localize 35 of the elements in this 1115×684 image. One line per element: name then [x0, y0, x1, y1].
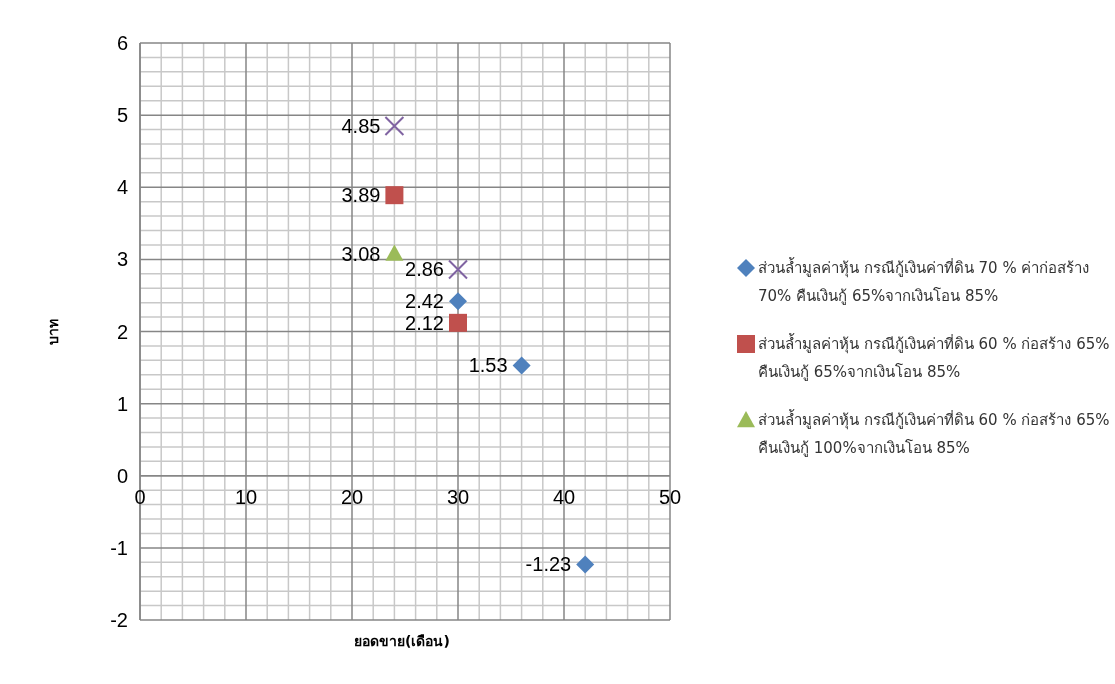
data-label: 2.42	[405, 290, 444, 313]
y-tick-label: -2	[110, 609, 128, 631]
data-label: 4.85	[341, 114, 381, 137]
x-tick-label: 30	[446, 485, 470, 508]
x-axis-title: ยอดขาย(เดือน)	[354, 633, 450, 649]
x-tick-label: 0	[134, 485, 146, 508]
legend-item: ส่วนล้ำมูลค่าหุ้น กรณีกู้เงินค่าที่ดิน 60 % ก่อสร้าง 65% คืนเงินกู้ 100%จากเงินโอน 85%	[737, 411, 1110, 457]
data-label: 3.08	[341, 242, 381, 265]
y-tick-label: 1	[116, 392, 128, 415]
y-tick-label: 6	[116, 32, 128, 54]
point	[576, 555, 595, 574]
point	[449, 292, 467, 311]
legend-item: ส่วนล้ำมูลค่าหุ้น กรณีกู้เงินค่าที่ดิน 60 % ก่อสร้าง 65% คืนเงินกู้ 65%จากเงินโอน 85%	[737, 335, 1110, 381]
legend-item: ส่วนล้ำมูลค่าหุ้น กรณีกู้เงินค่าที่ดิน 70 % ค่าก่อสร้าง 70% คืนเงินกู้ 65%จากเงินโอน 85%	[737, 259, 1090, 305]
y-tick-label: 5	[116, 104, 128, 127]
data-label: 1.53	[468, 354, 508, 377]
point	[385, 186, 404, 205]
x-tick-label: 10	[234, 485, 258, 508]
y-tick-label: -1	[110, 536, 128, 559]
data-label: 3.89	[341, 184, 381, 207]
point	[512, 356, 531, 375]
y-tick-label: 3	[116, 248, 128, 271]
x-tick-label: 40	[552, 485, 576, 508]
point	[448, 259, 468, 280]
x-tick-label: 20	[340, 485, 364, 508]
x-tick-label: 50	[658, 485, 682, 508]
y-tick-label: 2	[116, 320, 128, 343]
data-label: 2.12	[405, 311, 444, 334]
data-label: 2.86	[405, 258, 444, 281]
y-tick-label: 4	[116, 176, 128, 199]
y-axis-title: บาท	[45, 318, 61, 345]
point	[449, 313, 467, 332]
y-tick-label: 0	[116, 464, 128, 487]
point	[384, 115, 405, 136]
data-label: -1.23	[525, 553, 572, 576]
